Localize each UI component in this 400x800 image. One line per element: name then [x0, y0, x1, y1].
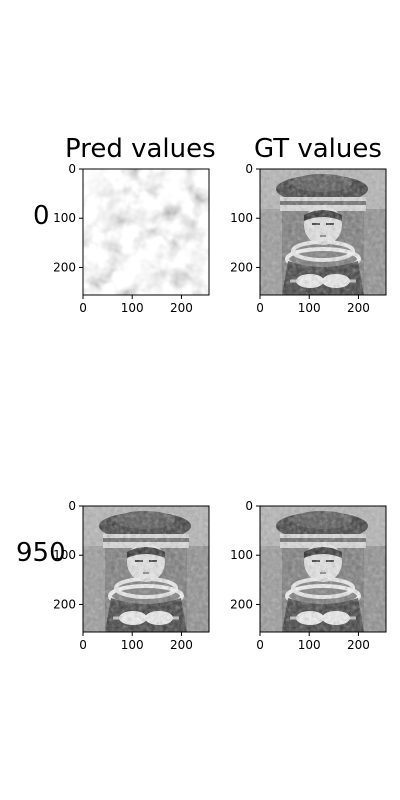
column-title-gt: GT values: [254, 134, 382, 164]
panel-0-gt: 0 100 200 0 100 200: [230, 162, 387, 315]
y-tick-label: 0: [245, 162, 253, 176]
x-tick-label: 100: [121, 301, 144, 315]
panel-image: [260, 506, 386, 632]
panel-frame: [259, 505, 387, 633]
y-tick-label: 0: [68, 162, 76, 176]
x-tick-label: 200: [347, 638, 370, 652]
x-tick-label: 100: [298, 301, 321, 315]
row-label-950: 950: [16, 538, 66, 568]
panel-frame: [82, 505, 210, 633]
x-tick-label: 100: [298, 638, 321, 652]
y-tick-label: 200: [230, 597, 253, 611]
panel-image: [83, 506, 209, 632]
panel-950-pred: 0 100 200 0 100 200: [53, 499, 210, 652]
y-tick-label: 100: [53, 548, 76, 562]
x-tick-label: 0: [79, 301, 87, 315]
y-tick-label: 100: [230, 548, 253, 562]
x-tick-label: 100: [121, 638, 144, 652]
row-label-0: 0: [33, 201, 50, 231]
y-tick-label: 200: [53, 597, 76, 611]
x-tick-label: 0: [79, 638, 87, 652]
column-title-pred: Pred values: [65, 134, 216, 164]
x-tick-label: 0: [256, 301, 264, 315]
y-tick-label: 100: [53, 211, 76, 225]
y-tick-label: 200: [230, 260, 253, 274]
y-tick-label: 0: [245, 499, 253, 513]
panel-image: [83, 169, 209, 295]
panel-950-gt: 0 100 200 0 100 200: [230, 499, 387, 652]
x-tick-label: 0: [256, 638, 264, 652]
x-tick-label: 200: [347, 301, 370, 315]
x-tick-label: 200: [170, 638, 193, 652]
panel-frame: [82, 168, 210, 296]
y-tick-label: 0: [68, 499, 76, 513]
x-tick-label: 200: [170, 301, 193, 315]
y-tick-label: 200: [53, 260, 76, 274]
panel-frame: [259, 168, 387, 296]
y-tick-label: 100: [230, 211, 253, 225]
panel-0-pred: 0 100 200 0 100 200: [53, 162, 210, 315]
panel-image: [260, 169, 386, 295]
